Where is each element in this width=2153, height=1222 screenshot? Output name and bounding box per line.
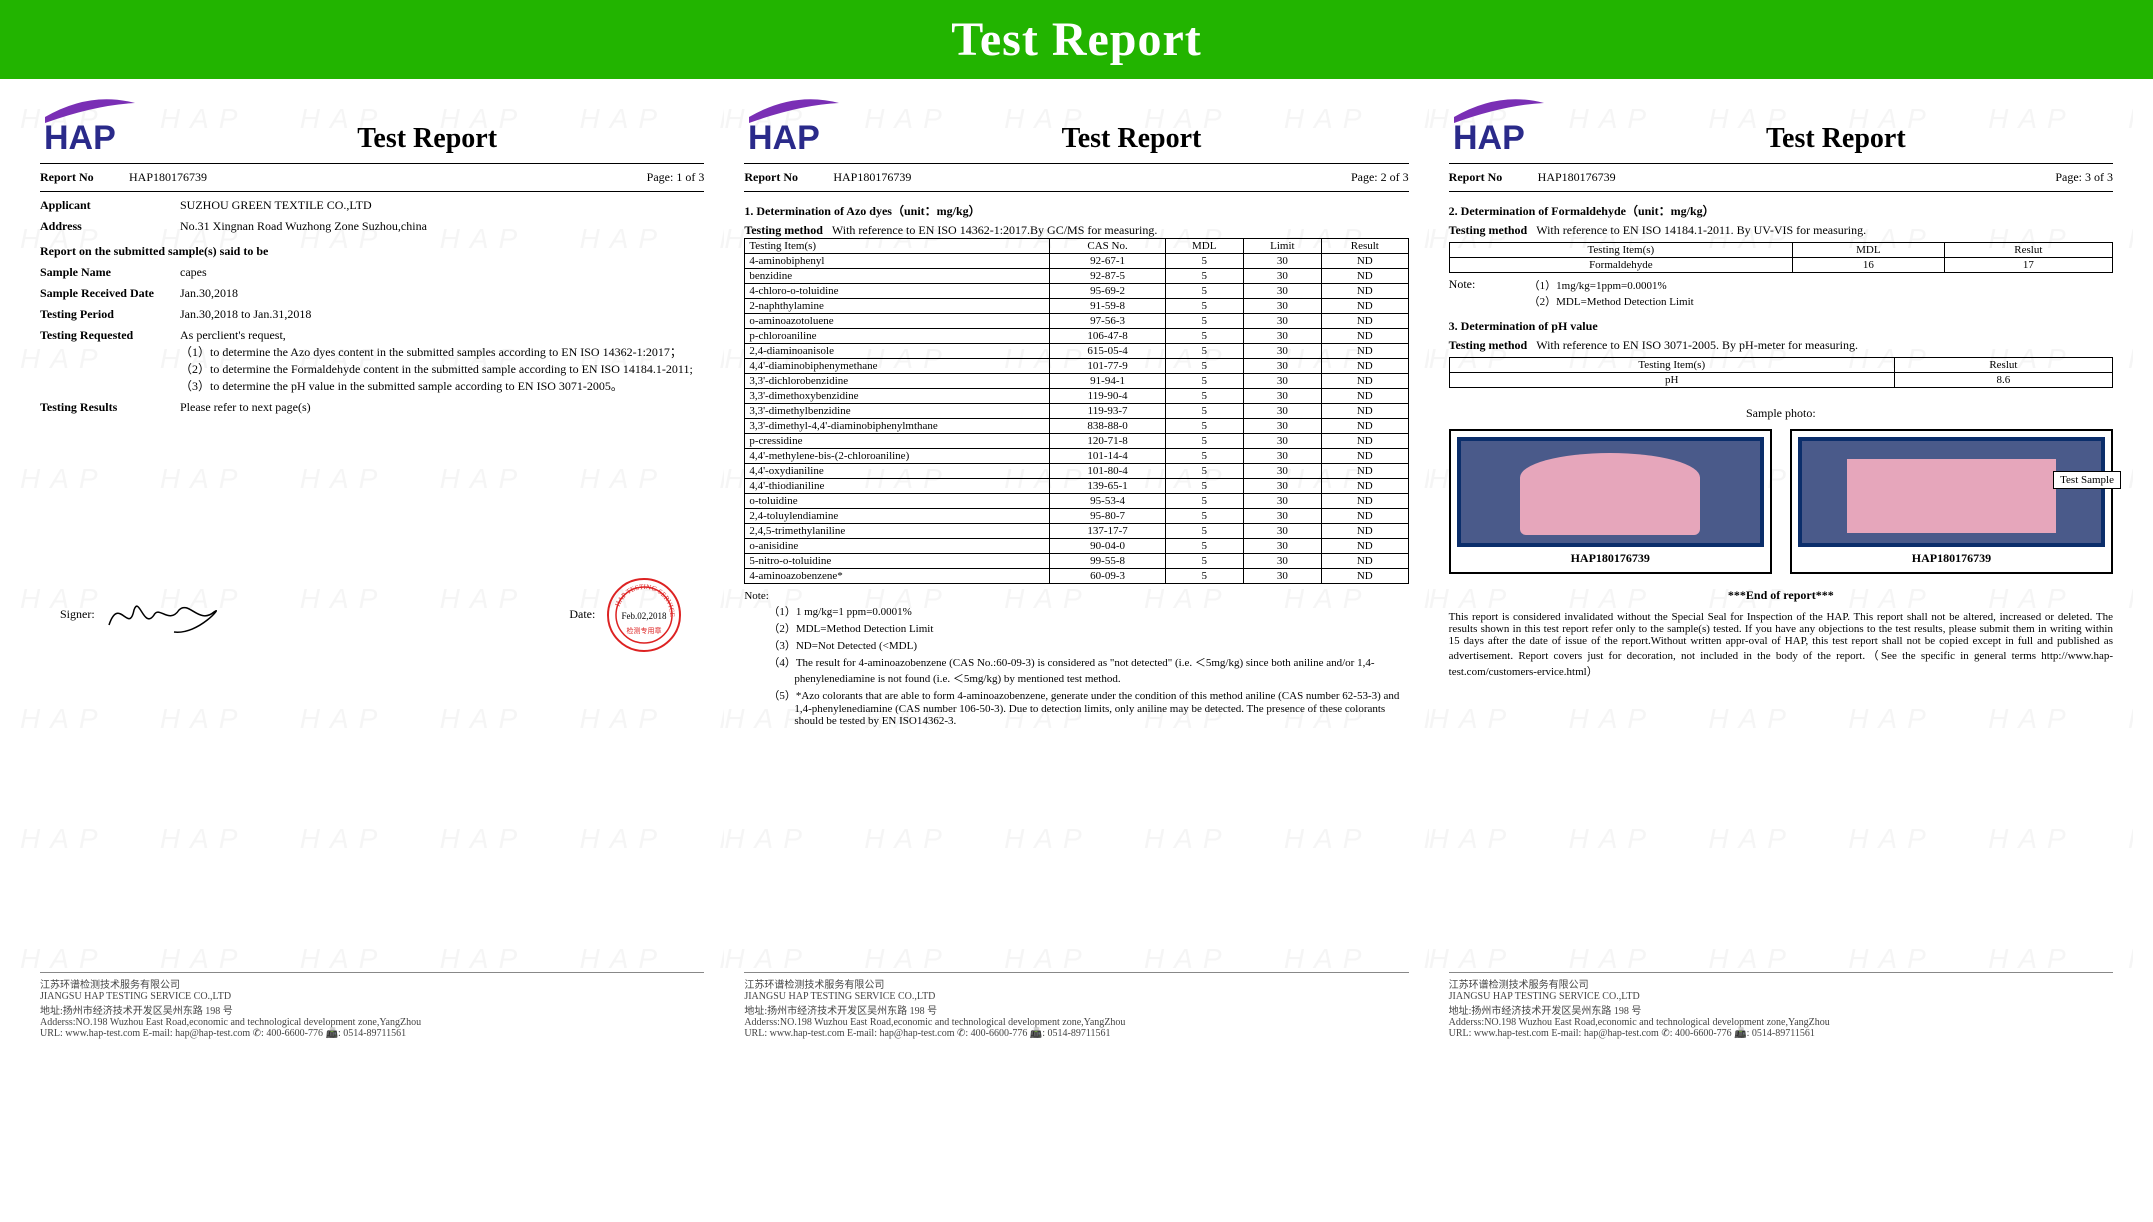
disclaimer: This report is considered invalidated wi… xyxy=(1449,611,2113,679)
sample-photo-1: HAP180176739 xyxy=(1449,429,1772,574)
hap-logo: HAP xyxy=(744,99,844,159)
report-no-label: Report No xyxy=(40,170,120,185)
method: With reference to EN ISO 14362-1:2017.By… xyxy=(832,223,1157,237)
req-label: Testing Requested xyxy=(40,328,180,394)
sample-name-label: Sample Name xyxy=(40,265,180,280)
table-row: 3,3'-dichlorobenzidine91-94-1530ND xyxy=(745,374,1408,389)
recv-date: Jan.30,2018 xyxy=(180,286,704,301)
signature-icon xyxy=(104,590,234,640)
test-sample-label: Test Sample xyxy=(2053,471,2121,489)
hap-logo: HAP xyxy=(40,99,140,159)
signer-label: Signer: xyxy=(60,607,95,621)
address-label: Address xyxy=(40,219,180,234)
banner: Test Report xyxy=(0,0,2153,79)
page-footer: 江苏环谱检测技术服务有限公司 JIANGSU HAP TESTING SERVI… xyxy=(744,972,1408,1039)
hap-logo: HAP xyxy=(1449,99,1549,159)
table-row: 5-nitro-o-toluidine99-55-8530ND xyxy=(745,554,1408,569)
sect2-title: 2. Determination of Formaldehyde（unit：mg… xyxy=(1449,202,2113,219)
table-row: 2,4-diaminoanisole615-05-4530ND xyxy=(745,344,1408,359)
period: Jan.30,2018 to Jan.31,2018 xyxy=(180,307,704,322)
table-row: 4,4'-diaminobiphenymethane101-77-9530ND xyxy=(745,359,1408,374)
page-footer: 江苏环谱检测技术服务有限公司 JIANGSU HAP TESTING SERVI… xyxy=(1449,972,2113,1039)
report-no: HAP180176739 xyxy=(129,170,207,184)
svg-text:HAP: HAP xyxy=(748,119,820,157)
note-label: Note: xyxy=(744,590,1408,602)
azo-table: Testing Item(s)CAS No.MDLLimitResult 4-a… xyxy=(744,238,1408,584)
table-row: p-cressidine120-71-8530ND xyxy=(745,434,1408,449)
table-row: 4,4'-oxydianiline101-80-4530ND xyxy=(745,464,1408,479)
method-label: Testing method xyxy=(744,223,823,237)
table-row: 4-aminobiphenyl92-67-1530ND xyxy=(745,254,1408,269)
sample-photo-2: HAP180176739 Test Sample xyxy=(1790,429,2113,574)
table-row: p-chloroaniline106-47-8530ND xyxy=(745,329,1408,344)
svg-text:Feb.02,2018: Feb.02,2018 xyxy=(622,611,668,621)
table-row: 4-chloro-o-toluidine95-69-2530ND xyxy=(745,284,1408,299)
table-row: o-aminoazotoluene97-56-3530ND xyxy=(745,314,1408,329)
table-row: 4-aminoazobenzene*60-09-3530ND xyxy=(745,569,1408,584)
page-title: Test Report xyxy=(150,123,704,155)
date-label: Date: xyxy=(569,607,595,621)
svg-text:HAP: HAP xyxy=(44,119,116,157)
sample-photo-label: Sample photo: xyxy=(1449,406,2113,421)
sect1-title: 1. Determination of Azo dyes（unit：mg/kg） xyxy=(744,202,1408,219)
req-intro: As perclient's request, xyxy=(180,328,704,343)
sample-name: capes xyxy=(180,265,704,280)
page-of: 1 of 3 xyxy=(676,170,704,184)
page-title: Test Report xyxy=(1559,123,2113,155)
table-row: benzidine92-87-5530ND xyxy=(745,269,1408,284)
table-row: 3,3'-dimethylbenzidine119-93-7530ND xyxy=(745,404,1408,419)
applicant-label: Applicant xyxy=(40,198,180,213)
table-row: 2,4,5-trimethylaniline137-17-7530ND xyxy=(745,524,1408,539)
svg-text:检测专用章: 检测专用章 xyxy=(627,626,662,635)
address: No.31 Xingnan Road Wuzhong Zone Suzhou,c… xyxy=(180,219,704,234)
end-of-report: ***End of report*** xyxy=(1449,588,2113,603)
period-label: Testing Period xyxy=(40,307,180,322)
sample-header: Report on the submitted sample(s) said t… xyxy=(40,244,704,259)
formaldehyde-table: Testing Item(s)MDLReslut Formaldehyde161… xyxy=(1449,242,2113,273)
results-label: Testing Results xyxy=(40,400,180,415)
table-row: 3,3'-dimethyl-4,4'-diaminobiphenylmthane… xyxy=(745,419,1408,434)
table-row: o-toluidine95-53-4530ND xyxy=(745,494,1408,509)
page-title: Test Report xyxy=(854,123,1408,155)
page-footer: 江苏环谱检测技术服务有限公司 JIANGSU HAP TESTING SERVI… xyxy=(40,972,704,1039)
recv-label: Sample Received Date xyxy=(40,286,180,301)
sect3-title: 3. Determination of pH value xyxy=(1449,319,2113,334)
table-row: 4,4'-methylene-bis-(2-chloroaniline)101-… xyxy=(745,449,1408,464)
req-item-3: （3）to determine the pH value in the subm… xyxy=(180,377,704,394)
applicant: SUZHOU GREEN TEXTILE CO.,LTD xyxy=(180,198,704,213)
results: Please refer to next page(s) xyxy=(180,400,704,415)
page-1: HAP Test Report Report No HAP180176739 P… xyxy=(20,89,724,1049)
pages-row: HAP Test Report Report No HAP180176739 P… xyxy=(0,79,2153,1059)
banner-title: Test Report xyxy=(951,13,1202,66)
table-row: 4,4'-thiodianiline139-65-1530ND xyxy=(745,479,1408,494)
table-row: 2,4-toluylendiamine95-80-7530ND xyxy=(745,509,1408,524)
page-2: HAP Test Report Report No HAP180176739 P… xyxy=(724,89,1428,1049)
page-3: HAP Test Report Report No HAP180176739 P… xyxy=(1429,89,2133,1049)
table-row: 2-naphthylamine91-59-8530ND xyxy=(745,299,1408,314)
svg-text:HAP: HAP xyxy=(1453,119,1525,157)
req-item-1: （1）to determine the Azo dyes content in … xyxy=(180,343,704,360)
req-item-2: （2）to determine the Formaldehyde content… xyxy=(180,360,704,377)
stamp-icon: HAP TESTING SERVICE Feb.02,2018 检测专用章 xyxy=(604,575,684,655)
page-label: Page: xyxy=(647,170,674,184)
table-row: 3,3'-dimethoxybenzidine119-90-4530ND xyxy=(745,389,1408,404)
table-row: o-anisidine90-04-0530ND xyxy=(745,539,1408,554)
ph-table: Testing Item(s)Reslut pH8.6 xyxy=(1449,357,2113,388)
